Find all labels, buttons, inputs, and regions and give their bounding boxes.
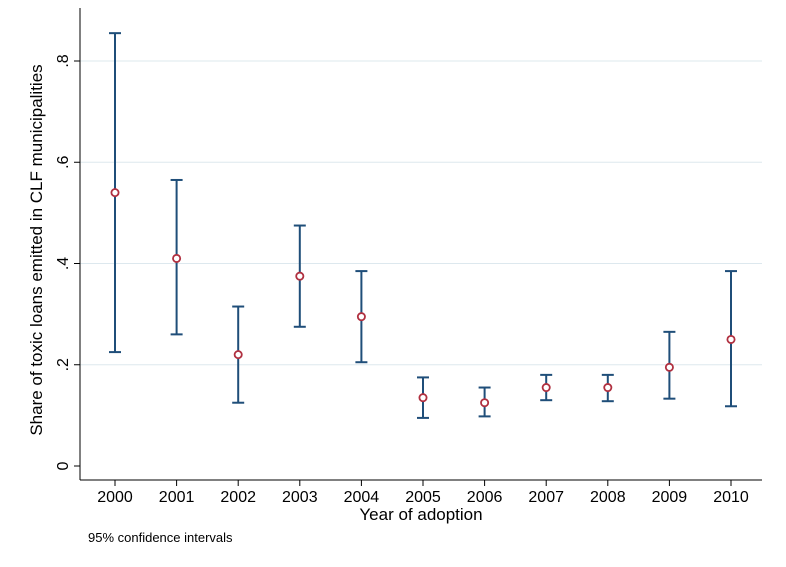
point-estimate (541, 383, 551, 393)
y-axis-title: Share of toxic loans emitted in CLF muni… (27, 64, 46, 435)
point-estimate (664, 362, 674, 372)
chart-note: 95% confidence intervals (88, 530, 233, 545)
x-tick-label: 2004 (344, 489, 380, 506)
ci-group (540, 373, 553, 402)
gridlines (80, 60, 762, 366)
point-estimate (480, 398, 490, 408)
ci-group (663, 330, 676, 400)
ci-group (109, 32, 121, 354)
ci-group (725, 270, 737, 408)
point-estimate (295, 271, 305, 281)
ci-group (417, 376, 429, 419)
x-tick-label: 2001 (159, 489, 195, 506)
x-axis-title: Year of adoption (359, 505, 482, 524)
y-tick-label: 0 (55, 461, 72, 470)
y-tick-label: .6 (55, 155, 72, 168)
y-tick-label: .4 (55, 257, 72, 270)
y-tick-label: .2 (55, 358, 72, 371)
ci-group (478, 386, 491, 418)
point-estimate (110, 188, 120, 198)
x-tick-label: 2006 (467, 489, 503, 506)
ci-group (170, 178, 183, 336)
axes (79, 8, 762, 481)
x-tick-label: 2007 (528, 489, 564, 506)
point-estimate (418, 393, 428, 403)
point-estimate (356, 312, 366, 322)
ci-group (355, 270, 368, 364)
point-estimate (603, 383, 613, 393)
point-estimate (172, 253, 182, 263)
x-tick-label: 2003 (282, 489, 318, 506)
ci-series (109, 32, 737, 419)
x-tick-label: 2000 (97, 489, 133, 506)
ci-group (601, 373, 614, 403)
x-tick-label: 2008 (590, 489, 626, 506)
y-tick-label: .8 (55, 54, 72, 67)
ci-group (293, 224, 306, 328)
ci-group (232, 305, 245, 404)
x-tick-label: 2002 (220, 489, 256, 506)
y-ticks: 0 .2 .4 .6 .8 (55, 54, 80, 470)
x-ticks: 2000 2001 2002 2003 2004 2005 2006 2007 2008 2009… (97, 480, 749, 506)
x-tick-label: 2005 (405, 489, 441, 506)
point-estimate (726, 334, 736, 344)
point-estimate (233, 350, 243, 360)
x-tick-label: 2010 (713, 489, 749, 506)
x-tick-label: 2009 (652, 489, 688, 506)
